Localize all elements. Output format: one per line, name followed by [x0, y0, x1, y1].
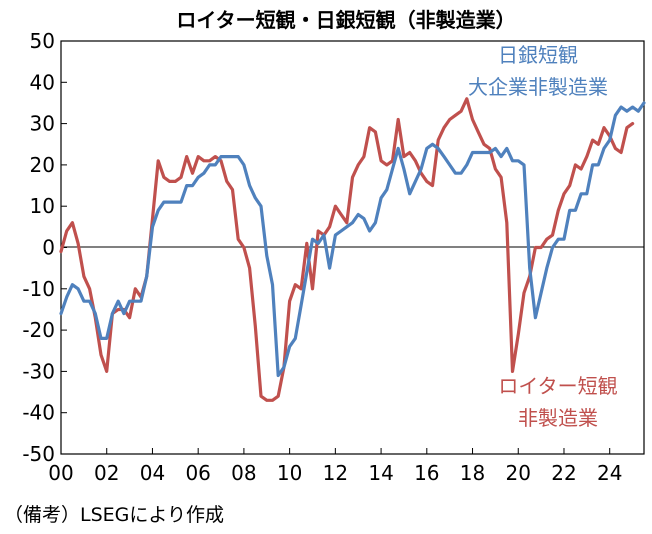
y-tick-label: -20	[22, 318, 55, 342]
x-tick-label: 00	[48, 461, 73, 485]
y-axis: 50 40 30 20 10 0 -10 -20 -30 -40 -50	[22, 29, 67, 466]
y-tick-label: -40	[22, 401, 55, 425]
x-tick-label: 22	[551, 461, 576, 485]
x-tick-label: 16	[414, 461, 439, 485]
source-note: （備考）LSEGにより作成	[4, 504, 224, 526]
series-layer	[59, 97, 646, 402]
legend-label-reuters-line1: ロイター短観	[498, 374, 617, 398]
x-tick-label: 14	[368, 461, 393, 485]
y-tick-label: 10	[30, 194, 55, 218]
x-tick-label: 18	[460, 461, 485, 485]
y-tick-label: -50	[22, 442, 55, 466]
y-tick-label: 50	[30, 29, 55, 53]
y-tick-label: 20	[30, 153, 55, 177]
y-tick-label: -10	[22, 277, 55, 301]
x-tick-label: 04	[140, 461, 165, 485]
y-tick-label: 30	[30, 112, 55, 136]
legend-label-boj-line2: 大企業非製造業	[468, 75, 608, 99]
x-tick-label: 06	[185, 461, 210, 485]
x-tick-label: 02	[94, 461, 119, 485]
y-tick-label: 0	[42, 236, 55, 260]
chart-title: ロイター短観・日銀短観（非製造業）	[176, 8, 515, 32]
legend-label-reuters-line2: 非製造業	[518, 406, 598, 430]
x-axis: 00 02 04 06 08 10 12 14 16 18 20 22 24	[48, 448, 622, 485]
series-line-boj	[59, 101, 646, 378]
series-line-reuters	[59, 97, 635, 402]
x-tick-label: 08	[231, 461, 256, 485]
legend-label-boj-line1: 日銀短観	[498, 43, 578, 67]
y-tick-label: -30	[22, 359, 55, 383]
y-tick-label: 40	[30, 70, 55, 94]
x-tick-label: 24	[597, 461, 622, 485]
x-tick-label: 20	[506, 461, 531, 485]
x-tick-label: 12	[323, 461, 348, 485]
x-tick-label: 10	[277, 461, 302, 485]
